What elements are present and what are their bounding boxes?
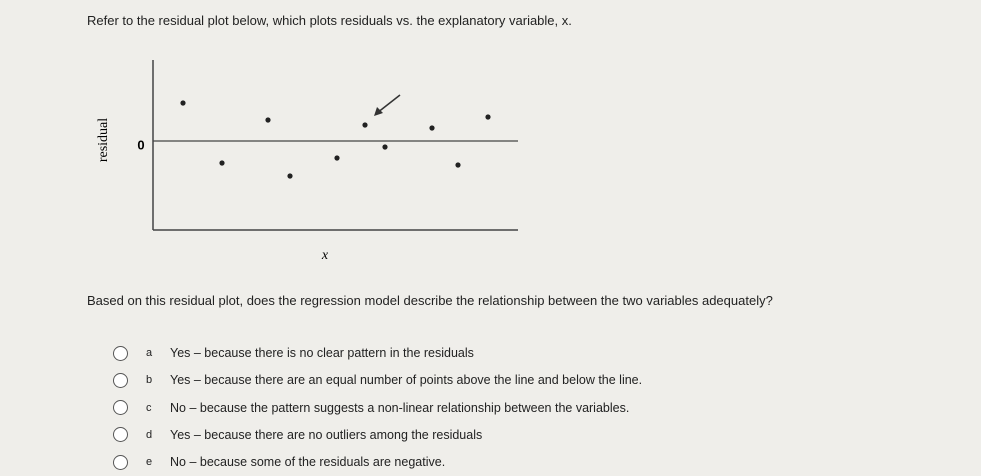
arrow-head [374,107,383,116]
option-letter: b [146,374,153,387]
option[interactable]: d Yes – because there are no outliers amo… [113,425,482,445]
option[interactable]: e No – because some of the residuals are … [113,452,445,472]
option-letter: d [146,428,153,441]
option-letter: e [146,456,153,469]
y-tick-label: 0 [137,137,144,152]
option[interactable]: a Yes – because there is no clear pattern… [113,343,474,363]
residual-plot: residual x 0 [96,60,518,263]
option-text: Yes – because there are an equal number … [170,373,643,388]
option-letter: a [146,347,153,359]
option-text: No – because some of the residuals are n… [170,455,446,470]
point [362,122,368,128]
point [180,100,186,106]
question: Refer to the residual plot below, which … [87,13,572,28]
x-axis-label: x [321,248,329,263]
point [265,117,271,123]
radio-button[interactable] [113,454,128,470]
option-text: No – because the pattern suggests a non-… [170,400,630,415]
point [334,155,340,161]
option[interactable]: b Yes – because there are an equal number… [113,370,642,390]
option-text: Yes – because there is no clear pattern … [170,346,474,360]
point [219,160,225,166]
point [455,162,461,168]
annotation-arrow [376,94,401,114]
radio-button[interactable] [113,345,128,361]
y-axis-label: residual [96,118,111,162]
option-text: Yes – because there are no outliers amon… [170,427,483,442]
point [429,125,435,131]
radio-button[interactable] [113,427,128,443]
prompt: Based on this residual plot, does the re… [87,293,773,308]
option-letter: c [146,401,152,414]
radio-button[interactable] [113,372,128,388]
point [287,173,293,179]
point [382,144,388,150]
radio-button[interactable] [113,400,128,416]
point [485,114,491,120]
option[interactable]: c No – because the pattern suggests a non… [113,398,629,418]
